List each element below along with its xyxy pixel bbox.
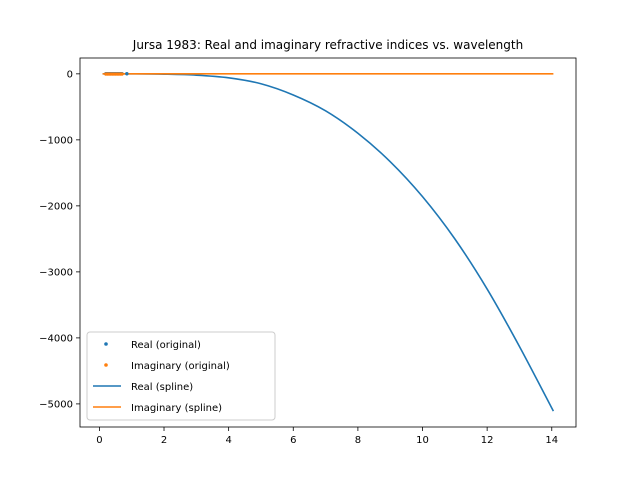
x-tick-label: 10	[416, 435, 429, 446]
x-tick-label: 14	[545, 435, 558, 446]
legend-label: Imaginary (original)	[131, 361, 230, 372]
legend-label: Real (spline)	[131, 382, 193, 393]
y-axis: 0 −1000 −2000 −3000 −4000 −5000	[39, 69, 80, 410]
x-axis: 0 2 4 6 8 10 12 14	[96, 427, 558, 446]
y-tick-label: −2000	[39, 201, 73, 212]
plot-area	[102, 72, 555, 412]
plot-frame	[79, 57, 577, 428]
x-tick-label: 6	[290, 435, 296, 446]
chart-title: Jursa 1983: Real and imaginary refractiv…	[132, 38, 523, 52]
y-tick-label: −1000	[39, 135, 73, 146]
legend-marker	[104, 363, 108, 367]
y-tick-label: −3000	[39, 267, 73, 278]
data-point	[125, 72, 129, 76]
data-point	[120, 72, 124, 76]
y-tick-label: −4000	[39, 333, 73, 344]
x-tick-label: 12	[481, 435, 494, 446]
y-tick-label: −5000	[39, 399, 73, 410]
x-tick-label: 8	[355, 435, 361, 446]
y-tick-label: 0	[67, 69, 73, 80]
legend-marker	[104, 342, 108, 346]
x-tick-label: 4	[225, 435, 231, 446]
legend-label: Imaginary (spline)	[131, 403, 222, 414]
legend-label: Real (original)	[131, 340, 201, 351]
x-tick-label: 2	[161, 435, 167, 446]
legend-box	[86, 331, 276, 421]
x-tick-label: 0	[96, 435, 102, 446]
legend: Real (original) Imaginary (original) Real …	[86, 331, 276, 421]
